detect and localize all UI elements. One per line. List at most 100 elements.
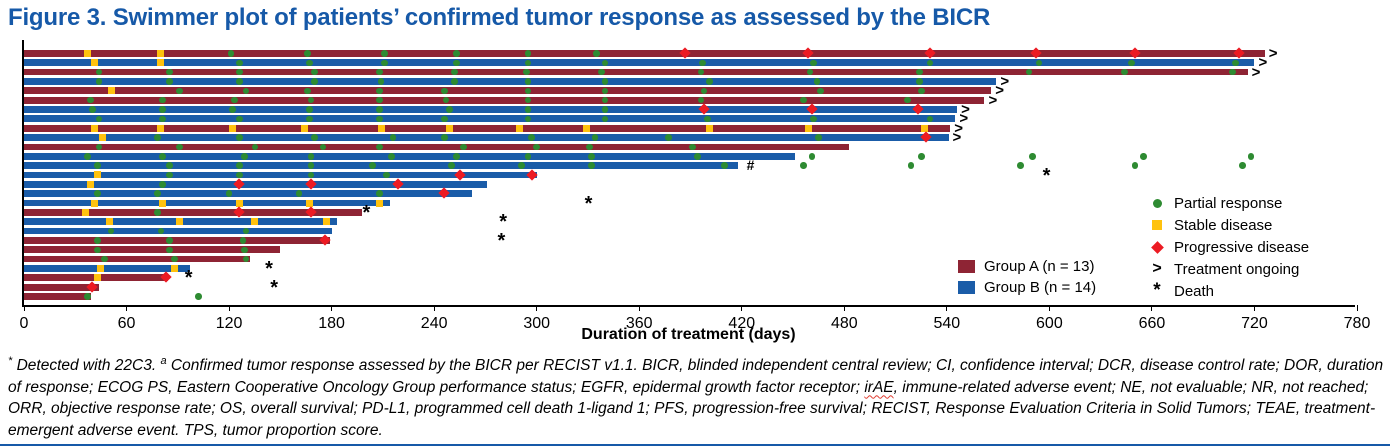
death-marker: * — [362, 201, 371, 224]
partial-response-marker — [699, 59, 706, 66]
group-legend-item-a: Group A (n = 13) — [958, 256, 1096, 277]
x-tick-label: 720 — [1241, 315, 1268, 332]
stable-disease-marker — [157, 59, 165, 67]
swimmer-bar-group-a — [24, 208, 363, 216]
stable-disease-icon — [1150, 220, 1164, 230]
partial-response-marker — [381, 59, 388, 66]
partial-response-marker — [166, 171, 173, 179]
partial-response-marker — [236, 162, 243, 169]
plot-area: 0 60 120 180 240 300 360 420 480 540 600 660 720 780 >… — [20, 40, 1370, 332]
partial-response-marker — [524, 96, 532, 104]
swimmer-bar-group-b — [24, 78, 997, 85]
partial-response-marker — [815, 134, 822, 141]
x-axis-tick — [126, 305, 128, 311]
partial-response-marker — [376, 96, 383, 104]
partial-response-marker — [376, 87, 383, 95]
x-tick-label: 180 — [318, 315, 345, 332]
swimmer-bar-group-a — [24, 124, 951, 132]
group-a-label: Group A (n = 13) — [984, 258, 1095, 275]
stable-disease-marker — [375, 199, 383, 207]
partial-response-marker — [376, 106, 383, 113]
partial-response-marker — [377, 78, 385, 85]
partial-response-marker — [95, 68, 103, 76]
swimmer-bar-group-a — [24, 293, 91, 300]
x-tick-label: 300 — [523, 315, 551, 332]
partial-response-marker — [376, 143, 383, 151]
x-tick-label: 60 — [117, 315, 136, 332]
swimmer-bar-group-a — [24, 143, 850, 151]
partial-response-marker — [916, 78, 923, 85]
partial-response-marker — [524, 115, 532, 123]
partial-response-marker — [159, 153, 166, 160]
stable-disease-marker — [83, 49, 91, 57]
x-axis-tick — [1048, 305, 1050, 311]
partial-response-marker — [446, 106, 453, 113]
partial-response-marker — [601, 78, 609, 85]
partial-response-marker — [236, 171, 243, 179]
stable-disease-marker — [176, 218, 184, 226]
x-axis-tick — [228, 305, 230, 311]
partial-response-marker — [694, 153, 701, 160]
partial-response-marker — [817, 87, 824, 95]
partial-response-marker — [926, 115, 934, 123]
figure-title: Figure 3. Swimmer plot of patients’ conf… — [8, 4, 991, 31]
partial-response-marker — [241, 153, 248, 160]
partial-response-marker — [524, 78, 532, 85]
partial-response-marker — [94, 237, 101, 244]
x-tick-label: 780 — [1343, 315, 1371, 332]
partial-response-marker — [813, 78, 821, 85]
partial-response-marker — [166, 246, 173, 253]
swimmer-bar-group-b — [24, 227, 332, 235]
stable-disease-marker — [305, 199, 313, 207]
group-b-label: Group B (n = 14) — [984, 279, 1097, 296]
partial-response-marker — [442, 96, 450, 104]
partial-response-marker — [441, 115, 448, 123]
partial-response-marker — [1025, 68, 1033, 76]
swimmer-bar-group-b — [24, 134, 949, 141]
legend-label: Progressive disease — [1174, 238, 1310, 256]
swimmer-bar-group-a — [24, 96, 985, 104]
stable-disease-marker — [377, 124, 385, 132]
partial-response-marker — [195, 293, 202, 300]
partial-response-marker — [453, 50, 460, 57]
footnote-term-irae: irAE — [864, 378, 894, 396]
stable-disease-marker — [251, 218, 259, 226]
x-axis-tick — [1151, 305, 1153, 311]
hash-marker: # — [746, 157, 755, 174]
x-axis-title: Duration of treatment (days) — [581, 326, 796, 343]
swimmer-bar-group-b — [24, 265, 190, 272]
partial-response-marker — [806, 68, 814, 76]
swimmer-bar-group-a — [24, 50, 1265, 57]
partial-response-marker — [295, 190, 303, 197]
stable-disease-marker — [516, 124, 524, 132]
partial-response-marker — [236, 115, 243, 123]
partial-response-marker — [704, 115, 711, 123]
legend-label: Treatment ongoing — [1174, 260, 1300, 278]
stable-disease-marker — [107, 87, 115, 95]
partial-response-marker — [154, 190, 161, 197]
partial-response-marker — [157, 227, 165, 235]
stable-disease-marker — [90, 59, 98, 67]
x-tick-label: 660 — [1138, 315, 1166, 332]
swimmer-bar-group-a — [24, 283, 100, 291]
stable-disease-marker — [705, 124, 713, 132]
partial-response-marker — [95, 143, 103, 151]
x-axis-tick — [23, 305, 25, 311]
partial-response-marker — [306, 115, 313, 123]
x-axis-tick — [1356, 305, 1358, 311]
partial-response-marker — [389, 134, 397, 141]
partial-response-marker — [918, 153, 925, 160]
partial-response-marker — [591, 134, 599, 141]
partial-response-marker — [307, 162, 315, 169]
swimmer-bar-group-b — [24, 180, 488, 188]
partial-response-marker — [904, 96, 911, 104]
partial-response-marker — [441, 87, 448, 95]
partial-response-marker — [306, 106, 313, 113]
partial-response-marker — [241, 246, 248, 253]
partial-response-marker — [601, 115, 609, 123]
partial-response-marker — [448, 162, 455, 169]
partial-response-marker — [307, 171, 315, 179]
treatment-ongoing-marker: > — [961, 101, 970, 119]
legend-item-stable-disease: Stable disease — [1150, 214, 1309, 236]
partial-response-marker — [451, 78, 458, 85]
